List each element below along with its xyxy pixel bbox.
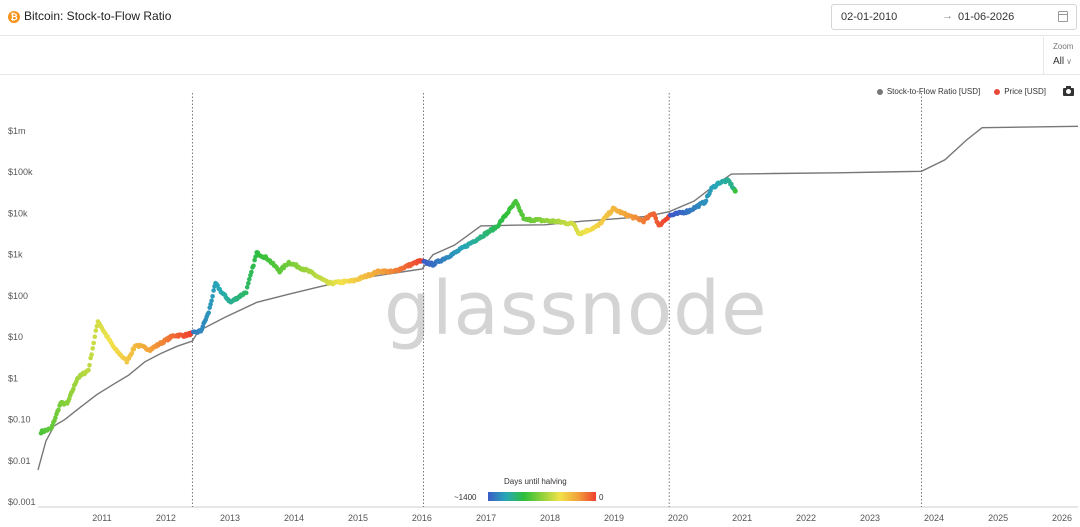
halving-legend-title: Days until halving	[504, 477, 567, 486]
x-tick-label: 2020	[668, 513, 688, 523]
price-point	[703, 198, 709, 204]
y-tick-label: $100k	[8, 167, 33, 177]
halving-gradient-bar	[488, 492, 596, 501]
y-tick-label: $0.001	[8, 497, 36, 507]
halving-legend-max: 0	[599, 493, 604, 502]
price-point	[246, 281, 251, 286]
x-tick-label: 2023	[860, 513, 880, 523]
price-point	[252, 257, 257, 263]
zoom-select[interactable]: All ∨	[1053, 56, 1072, 67]
header: ₿ Bitcoin: Stock-to-Flow Ratio 02-01-201…	[0, 0, 1080, 36]
x-tick-label: 2024	[924, 513, 944, 523]
price-point	[86, 367, 91, 373]
price-point	[210, 294, 215, 299]
legend-dot-s2f	[876, 88, 883, 95]
legend-item-s2f[interactable]: Stock-to-Flow Ratio [USD]	[876, 87, 981, 96]
price-point	[211, 288, 216, 293]
price-point	[56, 407, 61, 413]
price-point	[200, 324, 206, 329]
price-point	[92, 334, 98, 340]
y-tick-label: $1k	[8, 250, 23, 260]
price-point	[93, 328, 99, 333]
y-tick-label: $10k	[8, 208, 28, 218]
legend-dot-price	[994, 88, 1001, 95]
arrow-right-icon: →	[942, 10, 953, 22]
x-tick-label: 2025	[988, 513, 1008, 523]
x-tick-label: 2014	[284, 513, 304, 523]
camera-icon[interactable]	[1063, 86, 1074, 96]
price-point	[653, 216, 659, 221]
price-point	[251, 263, 256, 269]
price-point	[209, 298, 214, 303]
price-point	[53, 415, 58, 421]
x-tick-label: 2012	[156, 513, 176, 523]
x-tick-label: 2022	[796, 513, 816, 523]
price-point	[247, 276, 252, 282]
price-point	[249, 269, 254, 275]
x-tick-label: 2016	[412, 513, 432, 523]
price-point	[124, 359, 130, 365]
chart-toolbar: Zoom All ∨	[0, 37, 1080, 75]
date-range-picker[interactable]: 02-01-2010 → 01-06-2026	[831, 4, 1077, 30]
y-tick-label: $10	[8, 332, 23, 342]
x-tick-label: 2018	[540, 513, 560, 523]
x-tick-label: 2019	[604, 513, 624, 523]
legend-item-price[interactable]: Price [USD]	[994, 87, 1046, 96]
glassnode-watermark: glassnode	[384, 266, 768, 352]
y-tick-label: $100	[8, 291, 28, 301]
x-tick-label: 2021	[732, 513, 752, 523]
x-tick-label: 2015	[348, 513, 368, 523]
chevron-down-icon: ∨	[1066, 57, 1072, 66]
x-tick-label: 2013	[220, 513, 240, 523]
x-tick-label: 2011	[92, 513, 111, 523]
price-point	[129, 350, 135, 356]
calendar-icon[interactable]	[1058, 11, 1068, 22]
price-point	[244, 285, 250, 290]
y-tick-label: $0.10	[8, 415, 31, 425]
chart-plot: $0.001 $0.01 $0.10 $1 $10 $100 $1k $10k $100k $1m…	[8, 93, 1079, 523]
x-tick-label: 2017	[476, 513, 496, 523]
zoom-control[interactable]: Zoom All ∨	[1043, 37, 1080, 75]
price-point	[87, 362, 92, 368]
price-point	[206, 310, 211, 315]
date-end-input[interactable]: 01-06-2026	[958, 11, 1015, 23]
date-start-input[interactable]: 02-01-2010	[841, 11, 898, 23]
price-point	[208, 302, 213, 307]
price-point	[91, 340, 96, 346]
x-tick-label: 2026	[1052, 513, 1072, 523]
halving-color-legend: Days until halving ~1400 0	[446, 477, 611, 507]
price-point	[89, 352, 94, 357]
price-point	[520, 212, 525, 218]
legend-label-s2f: Stock-to-Flow Ratio [USD]	[886, 87, 981, 96]
y-tick-label: $1	[8, 373, 18, 383]
zoom-label: Zoom	[1053, 42, 1074, 51]
y-tick-label: $0.01	[8, 456, 31, 466]
price-point	[90, 346, 95, 351]
zoom-value: All	[1053, 56, 1065, 67]
halving-legend-min: ~1400	[454, 493, 477, 502]
price-point	[71, 386, 76, 392]
y-tick-label: $1m	[8, 126, 26, 136]
price-point	[243, 290, 249, 296]
bitcoin-icon: ₿	[8, 11, 20, 23]
legend-label-price: Price [USD]	[1004, 87, 1046, 96]
chart-legend: Stock-to-Flow Ratio [USD] Price [USD]	[863, 87, 1046, 96]
page-title: Bitcoin: Stock-to-Flow Ratio	[24, 9, 172, 23]
price-point-last	[732, 188, 738, 194]
s2f-line	[37, 125, 1079, 471]
